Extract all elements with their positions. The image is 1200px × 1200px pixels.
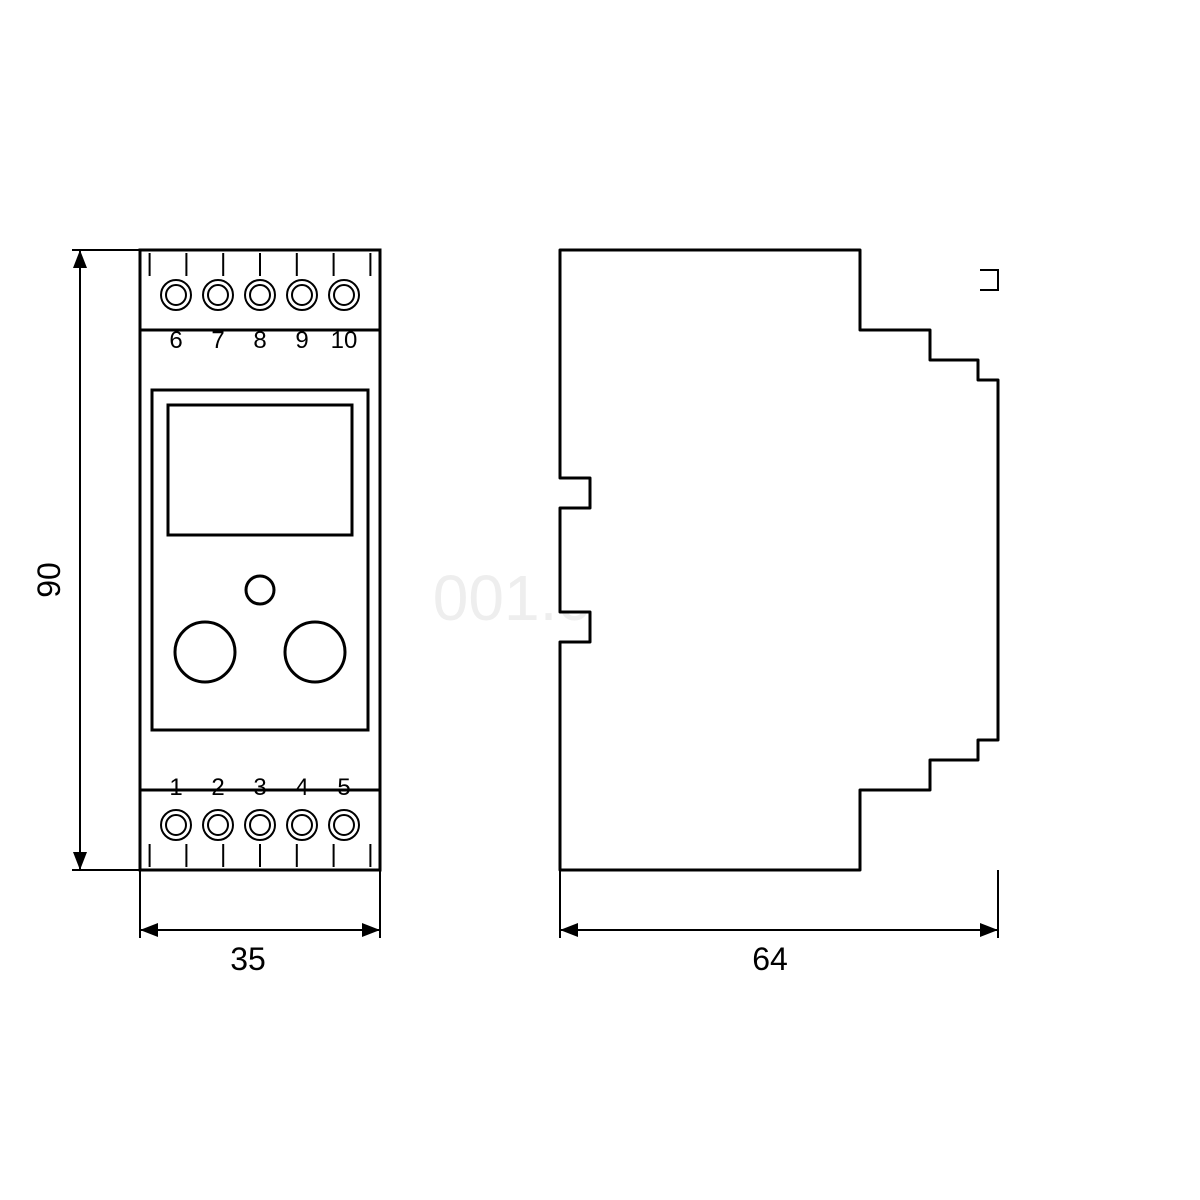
terminal-label: 9 <box>295 327 308 354</box>
terminal-label: 3 <box>253 774 266 801</box>
dimension-height: 90 <box>31 562 67 598</box>
dimension-width-side: 64 <box>752 941 788 977</box>
terminal-label: 10 <box>331 327 358 354</box>
terminal-label: 5 <box>337 774 350 801</box>
terminal-label: 8 <box>253 327 266 354</box>
terminal-label: 7 <box>211 327 224 354</box>
terminal-label: 6 <box>169 327 182 354</box>
dimension-width-front: 35 <box>230 941 266 977</box>
terminal-label: 1 <box>169 774 182 801</box>
terminal-label: 2 <box>211 774 224 801</box>
terminal-label: 4 <box>295 774 308 801</box>
